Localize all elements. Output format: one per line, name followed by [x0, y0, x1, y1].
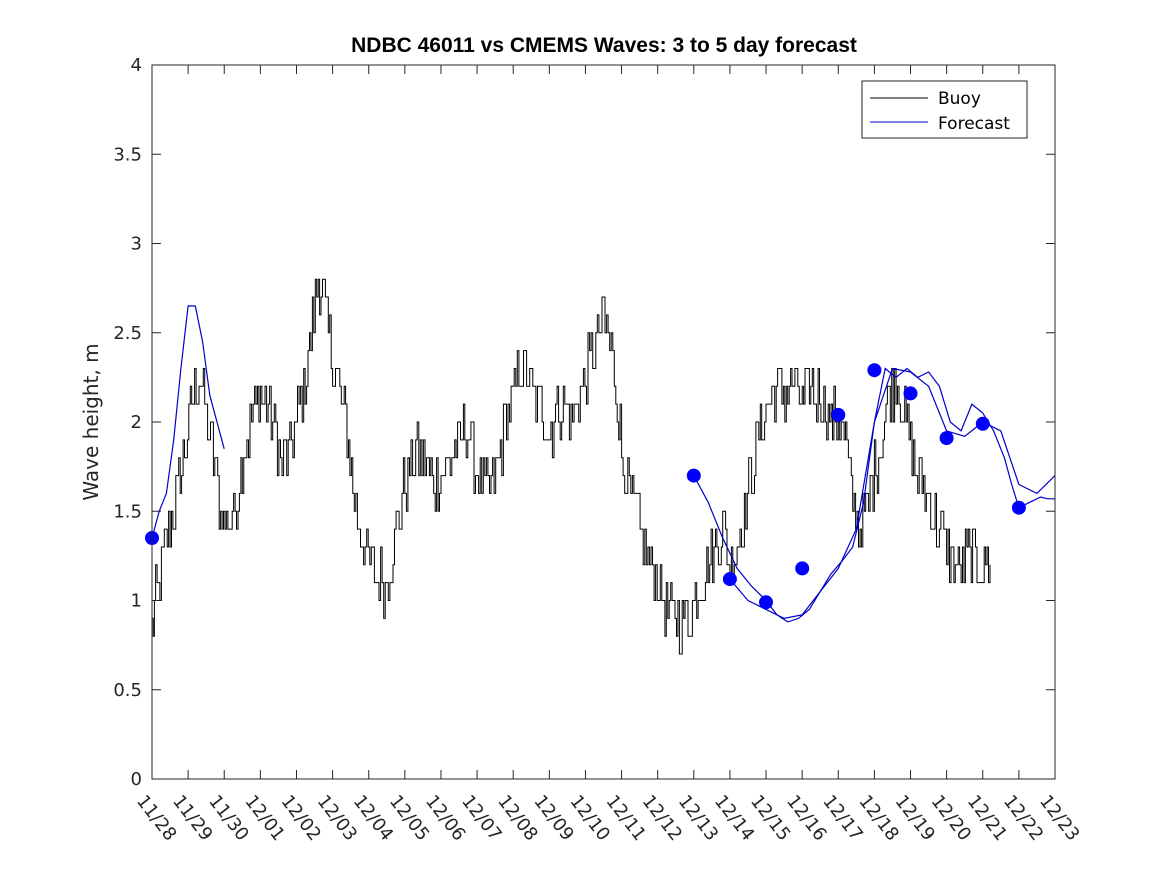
forecast-point-marker — [867, 363, 882, 378]
y-tick-label: 4 — [131, 55, 142, 76]
forecast-point-marker — [686, 468, 701, 483]
y-tick-label: 3.5 — [113, 144, 142, 165]
forecast-point-marker — [939, 431, 954, 446]
legend: Buoy Forecast — [861, 80, 1028, 139]
y-tick-label: 3 — [131, 234, 142, 255]
chart-title: NDBC 46011 vs CMEMS Waves: 3 to 5 day fo… — [351, 34, 857, 57]
y-tick-label: 2 — [131, 412, 142, 433]
forecast-series-line — [729, 367, 1056, 620]
forecast-point-marker — [722, 572, 737, 587]
forecast-point-marker — [831, 407, 846, 422]
legend-box — [861, 80, 1028, 139]
y-axis-label: Wave height, m — [79, 343, 103, 500]
y-tick-label: 0.5 — [113, 680, 142, 701]
forecast-point-marker — [1011, 500, 1026, 515]
forecast-series-line — [151, 305, 225, 539]
y-tick-label: 2.5 — [113, 323, 142, 344]
buoy-series-line — [152, 278, 991, 655]
forecast-point-marker — [795, 561, 810, 576]
legend-forecast-label: Forecast — [938, 114, 1010, 134]
y-tick-label: 1.5 — [113, 501, 142, 522]
y-tick-label: 0 — [131, 769, 142, 790]
legend-buoy-label: Buoy — [938, 89, 981, 109]
forecast-point-marker — [759, 595, 773, 610]
forecast-point-marker — [903, 386, 918, 401]
y-tick-label: 1 — [131, 591, 142, 612]
forecast-point-marker — [975, 416, 990, 431]
